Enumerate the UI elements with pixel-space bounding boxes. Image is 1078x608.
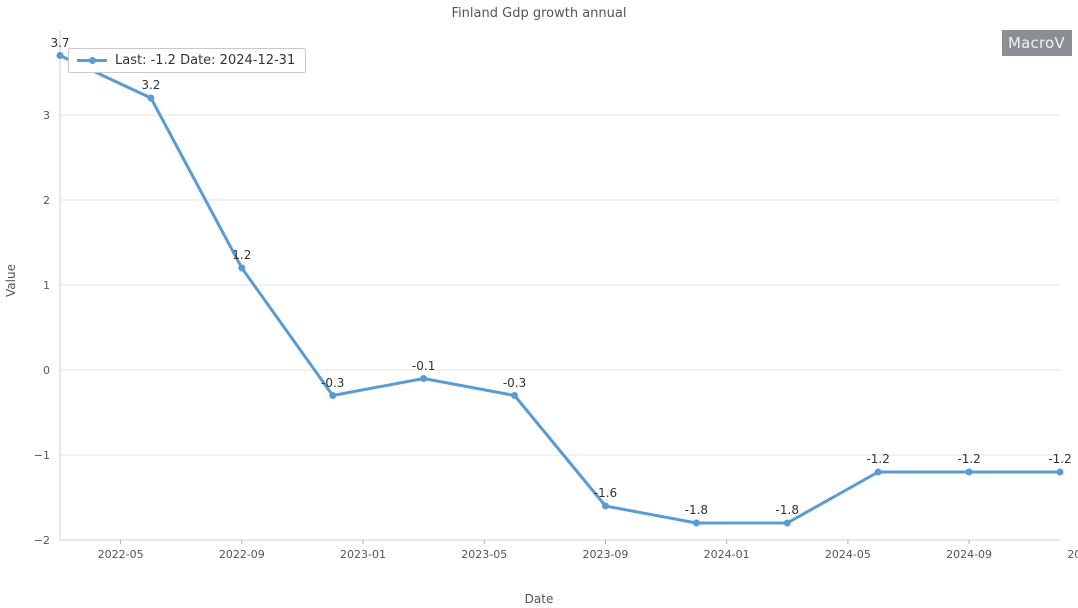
svg-text:3: 3	[43, 109, 50, 122]
svg-text:2022-09: 2022-09	[219, 548, 265, 561]
plot-svg: −2 −1 0 1 2 3 2022-05 2022-09 2023-01 2023-05 2023…	[0, 0, 1078, 608]
chart-container: Finland Gdp growth annual Value Date −2−…	[0, 0, 1078, 608]
point-label: 3.2	[141, 78, 160, 92]
point-label: -1.2	[1048, 452, 1071, 466]
svg-text:0: 0	[43, 364, 50, 377]
legend-swatch	[77, 54, 107, 68]
point-label: -1.8	[685, 503, 708, 517]
svg-text:−1: −1	[34, 449, 50, 462]
watermark-text: MacroV	[1008, 34, 1065, 52]
point-label: -0.3	[503, 376, 526, 390]
svg-text:2024-09: 2024-09	[946, 548, 992, 561]
point-label: -1.8	[776, 503, 799, 517]
point-label: -1.2	[957, 452, 980, 466]
svg-text:−2: −2	[34, 534, 50, 547]
legend: Last: -1.2 Date: 2024-12-31	[68, 48, 306, 73]
svg-text:2023-01: 2023-01	[340, 548, 386, 561]
point-label: -1.6	[594, 486, 617, 500]
point-label: -0.1	[412, 359, 435, 373]
svg-text:2024-01: 2024-01	[704, 548, 750, 561]
svg-text:2: 2	[43, 194, 50, 207]
svg-text:2023-05: 2023-05	[461, 548, 507, 561]
svg-text:2022-05: 2022-05	[98, 548, 144, 561]
point-label: -1.2	[866, 452, 889, 466]
svg-text:2023-09: 2023-09	[582, 548, 628, 561]
svg-text:2024-05: 2024-05	[825, 548, 871, 561]
point-label: 3.7	[50, 36, 69, 50]
svg-text:2025-01: 2025-01	[1067, 548, 1078, 561]
svg-text:1: 1	[43, 279, 50, 292]
watermark: MacroV	[1002, 30, 1072, 56]
legend-dot-icon	[89, 57, 96, 64]
legend-text: Last: -1.2 Date: 2024-12-31	[115, 53, 295, 68]
point-label: -0.3	[321, 376, 344, 390]
point-label: 1.2	[232, 248, 251, 262]
